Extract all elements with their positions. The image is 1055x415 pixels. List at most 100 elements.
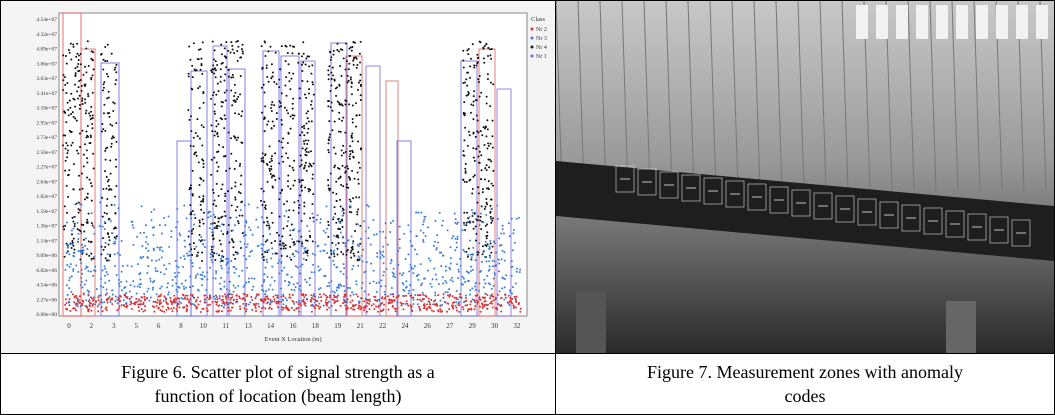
- scatter-dot: [500, 232, 502, 234]
- scatter-dot: [104, 60, 106, 62]
- scatter-dot: [442, 283, 444, 285]
- scatter-dot: [338, 112, 340, 114]
- scatter-dot: [72, 111, 74, 113]
- scatter-dot: [271, 101, 273, 103]
- scatter-dot: [196, 299, 198, 301]
- scatter-dot: [209, 211, 211, 213]
- scatter-dot: [359, 167, 361, 169]
- scatter-dot: [240, 241, 242, 243]
- scatter-dot: [139, 300, 141, 302]
- scatter-dot: [356, 211, 358, 213]
- scatter-dot: [110, 220, 112, 222]
- scatter-dot: [308, 65, 310, 67]
- scatter-dot: [192, 170, 194, 172]
- scatter-dot: [484, 45, 486, 47]
- scatter-dot: [147, 243, 149, 245]
- scatter-dot: [80, 79, 82, 81]
- scatter-dot: [371, 304, 373, 306]
- scatter-dot: [77, 233, 79, 235]
- scatter-dot: [188, 119, 190, 121]
- scatter-dot: [304, 250, 306, 252]
- scatter-dot: [384, 293, 386, 295]
- scatter-dot: [268, 168, 270, 170]
- scatter-dot: [257, 207, 259, 209]
- scatter-dot: [472, 188, 474, 190]
- scatter-dot: [428, 300, 430, 302]
- scatter-dot: [230, 41, 232, 43]
- scatter-dot: [82, 301, 84, 303]
- scatter-dot: [434, 241, 436, 243]
- scatter-dot: [210, 174, 212, 176]
- scatter-dot: [432, 278, 434, 280]
- scatter-dot: [308, 165, 310, 167]
- scatter-dot: [349, 199, 351, 201]
- scatter-dot: [468, 179, 470, 181]
- scatter-dot: [153, 280, 155, 282]
- scatter-dot: [456, 290, 458, 292]
- scatter-dot: [327, 221, 329, 223]
- scatter-dot: [340, 305, 342, 307]
- scatter-dot: [281, 235, 283, 237]
- scatter-dot: [490, 198, 492, 200]
- scatter-dot: [337, 228, 339, 230]
- scatter-dot: [456, 223, 458, 225]
- scatter-dot: [103, 81, 105, 83]
- scatter-dot: [131, 296, 133, 298]
- scatter-dot: [421, 300, 423, 302]
- scatter-dot: [478, 155, 480, 157]
- scatter-dot: [104, 130, 106, 132]
- scatter-dot: [266, 76, 268, 78]
- scatter-dot: [325, 232, 327, 234]
- scatter-dot: [178, 266, 180, 268]
- scatter-dot: [112, 101, 114, 103]
- scatter-dot: [217, 221, 219, 223]
- scatter-dot: [163, 295, 165, 297]
- scatter-dot: [70, 144, 72, 146]
- scatter-dot: [487, 73, 489, 75]
- scatter-dot: [269, 161, 271, 163]
- scatter-dot: [301, 185, 303, 187]
- scatter-dot: [424, 307, 426, 309]
- scatter-dot: [336, 287, 338, 289]
- scatter-dot: [472, 118, 474, 120]
- scatter-dot: [399, 226, 401, 228]
- scatter-dot: [301, 245, 303, 247]
- scatter-dot: [64, 205, 66, 207]
- scatter-dot: [73, 238, 75, 240]
- scatter-dot: [188, 45, 190, 47]
- scatter-dot: [378, 305, 380, 307]
- scatter-dot: [263, 201, 265, 203]
- scatter-dot: [222, 302, 224, 304]
- scatter-dot: [62, 79, 64, 81]
- scatter-dot: [391, 287, 393, 289]
- scatter-dot: [66, 284, 68, 286]
- scatter-dot: [260, 200, 262, 202]
- scatter-dot: [387, 295, 389, 297]
- scatter-dot: [291, 223, 293, 225]
- scatter-dot: [317, 266, 319, 268]
- scatter-dot: [86, 149, 88, 151]
- scatter-dot: [469, 239, 471, 241]
- scatter-dot: [301, 80, 303, 82]
- scatter-dot: [223, 281, 225, 283]
- scatter-dot: [213, 252, 215, 254]
- scatter-dot: [340, 131, 342, 133]
- scatter-dot: [330, 106, 332, 108]
- y-tick-label: 2.73e+07: [36, 135, 57, 141]
- scatter-dot: [261, 254, 263, 256]
- scatter-dot: [80, 230, 82, 232]
- scatter-dot: [411, 245, 413, 247]
- scatter-dot: [152, 288, 154, 290]
- scatter-dot: [193, 145, 195, 147]
- scatter-dot: [200, 209, 202, 211]
- scatter-dot: [180, 257, 182, 259]
- scatter-dot: [84, 83, 86, 85]
- scatter-dot: [491, 208, 493, 210]
- scatter-dot: [176, 308, 178, 310]
- scatter-dot: [80, 204, 82, 206]
- scatter-dot: [512, 304, 514, 306]
- scatter-dot: [261, 112, 263, 114]
- scatter-dot: [289, 45, 291, 47]
- scatter-dot: [332, 192, 334, 194]
- scatter-dot: [445, 302, 447, 304]
